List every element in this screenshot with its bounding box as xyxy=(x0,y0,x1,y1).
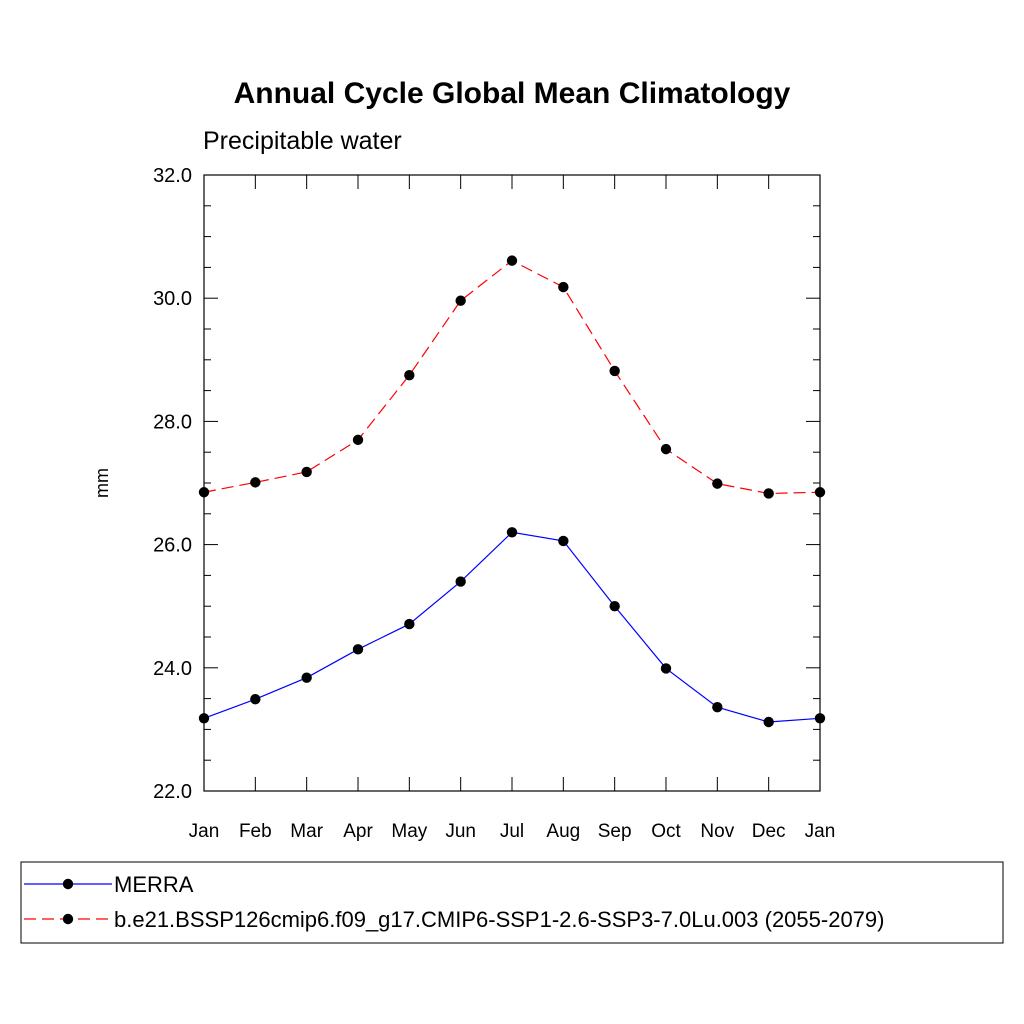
data-point xyxy=(609,365,620,377)
legend-label: MERRA xyxy=(114,872,194,897)
data-point xyxy=(506,527,518,538)
y-tick-label: 30.0 xyxy=(153,288,192,310)
legend-marker xyxy=(62,913,74,925)
x-tick-label: Dec xyxy=(752,821,786,842)
series-line xyxy=(203,531,821,723)
x-tick-label: Sep xyxy=(598,821,632,842)
data-point xyxy=(352,644,364,655)
data-point xyxy=(558,535,569,547)
x-tick-labels: Jan Feb Mar Apr May Jun Jul Aug Sep Oct Nov Dec Jan xyxy=(189,821,836,842)
x-tick-label: Jan xyxy=(805,821,836,842)
data-point xyxy=(763,488,774,499)
data-point xyxy=(763,716,774,728)
data-point xyxy=(250,694,261,705)
chart-subtitle: Precipitable water xyxy=(203,127,402,155)
legend-item: MERRA xyxy=(24,872,194,897)
x-tick-label: Nov xyxy=(700,821,734,842)
data-point xyxy=(814,713,826,724)
legend-box xyxy=(20,861,1004,944)
x-tick-label: Apr xyxy=(343,821,373,842)
x-tick-label: Jun xyxy=(445,821,476,842)
data-point xyxy=(609,601,620,612)
y-axis-label: mm xyxy=(92,468,112,498)
data-point xyxy=(250,477,261,488)
data-point xyxy=(352,434,364,446)
y-tick-labels: 22.0 24.0 26.0 28.0 30.0 32.0 xyxy=(153,165,192,803)
x-tick-label: Jul xyxy=(500,821,524,842)
data-point xyxy=(455,576,466,587)
x-tick-label: Mar xyxy=(290,821,323,842)
data-point xyxy=(198,713,210,724)
data-point xyxy=(404,370,415,381)
y-tick-label: 26.0 xyxy=(153,535,192,557)
chart-title: Annual Cycle Global Mean Climatology xyxy=(234,77,791,110)
x-tick-label: Jan xyxy=(189,821,220,842)
legend-marker xyxy=(62,878,74,890)
legend-item: b.e21.BSSP126cmip6.f09_g17.CMIP6-SSP1-2.… xyxy=(24,907,884,932)
x-tick-label: Feb xyxy=(239,821,272,842)
series-1 xyxy=(198,255,826,499)
data-point xyxy=(558,281,569,293)
data-point xyxy=(814,487,826,498)
data-point xyxy=(301,672,312,683)
legend-label: b.e21.BSSP126cmip6.f09_g17.CMIP6-SSP1-2.… xyxy=(114,907,884,932)
axis-ticks xyxy=(203,174,821,792)
x-tick-label: Oct xyxy=(651,821,681,842)
data-point xyxy=(198,487,210,498)
y-tick-label: 22.0 xyxy=(153,781,192,803)
data-point xyxy=(712,478,723,489)
data-point xyxy=(506,255,518,266)
series-layer xyxy=(198,255,826,728)
data-point xyxy=(455,295,466,306)
plot-frame xyxy=(203,174,821,792)
y-tick-label: 24.0 xyxy=(153,658,192,680)
x-tick-label: Aug xyxy=(546,821,580,842)
data-point xyxy=(712,702,723,713)
series-0 xyxy=(198,527,826,728)
data-point xyxy=(660,443,672,455)
data-point xyxy=(301,466,312,478)
y-tick-label: 32.0 xyxy=(153,165,192,187)
x-tick-label: May xyxy=(391,821,427,842)
data-point xyxy=(660,663,672,674)
y-tick-label: 28.0 xyxy=(153,411,192,433)
series-line xyxy=(203,259,821,495)
data-point xyxy=(404,618,415,630)
legend: MERRA b.e21.BSSP126cmip6.f09_g17.CMIP6-SS… xyxy=(24,872,884,932)
